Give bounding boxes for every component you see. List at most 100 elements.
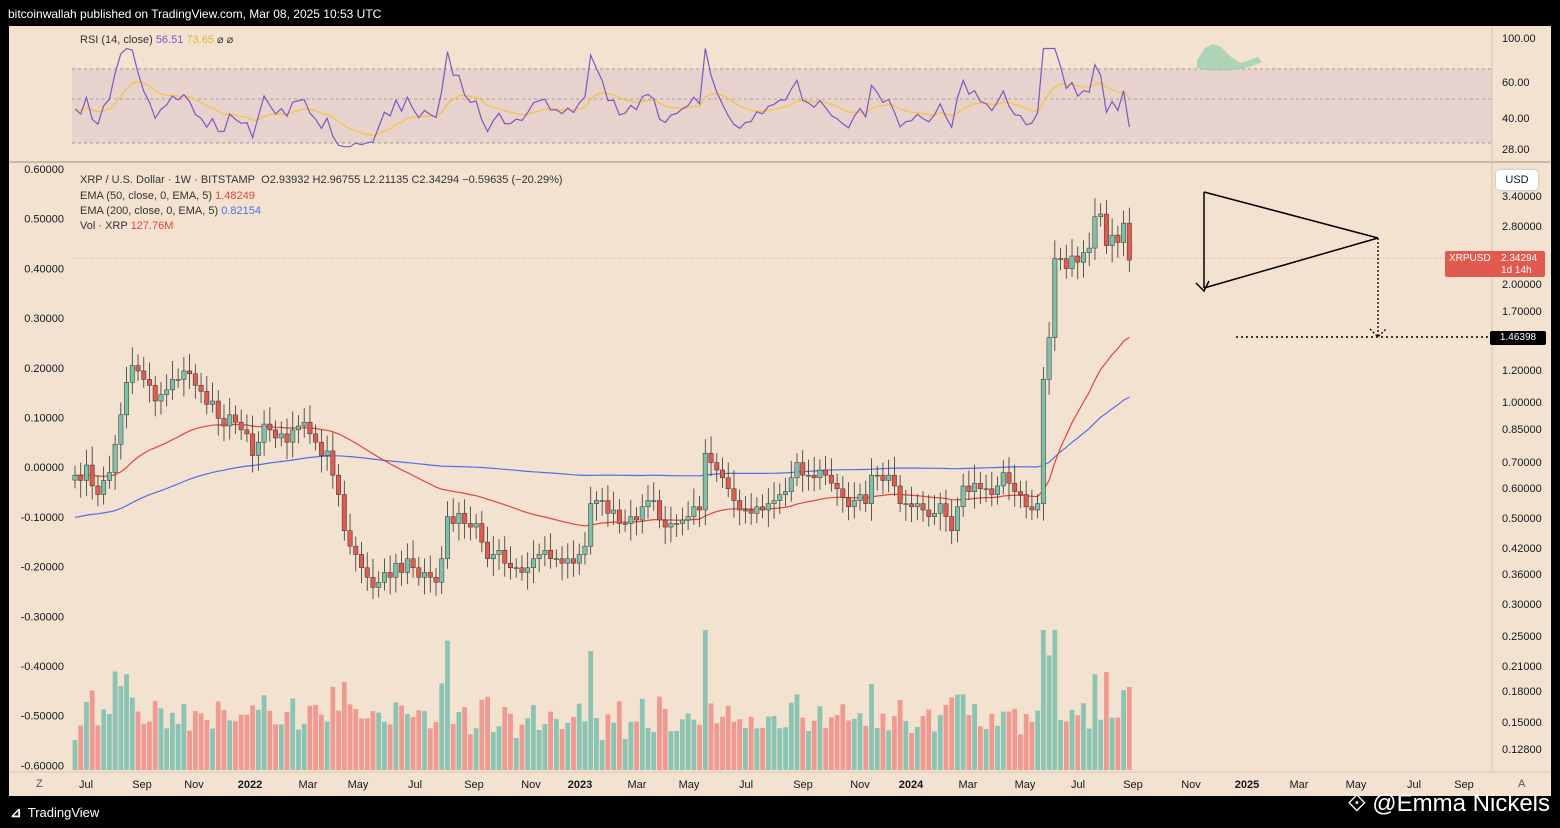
volume-bar [553, 719, 559, 770]
volume-bar [210, 728, 215, 770]
volume-bar [508, 713, 513, 770]
tradingview-logo[interactable]: ⊿ TradingView [10, 804, 99, 821]
candle-body [903, 503, 909, 505]
candle-body [318, 441, 324, 456]
candle [124, 366, 130, 429]
candle-body [817, 469, 823, 479]
chart-frame[interactable] [9, 26, 1551, 796]
candle [238, 409, 244, 440]
rsi-pane [72, 44, 1492, 148]
candle-body [1098, 213, 1104, 217]
symbol-legend[interactable]: XRP / U.S. Dollar · 1W · BITSTAMP O2.939… [80, 174, 563, 186]
candle-body [158, 394, 164, 402]
volume-bar [261, 695, 267, 770]
candle [989, 471, 995, 507]
watermark: ⟐ @Emma Nickels [1347, 790, 1550, 818]
volume-bar [467, 734, 473, 770]
ema200-legend[interactable]: EMA (200, close, 0, EMA, 5) 0.82154 [80, 205, 261, 217]
candle-body [381, 572, 387, 583]
candle-body [588, 503, 594, 547]
rsi-legend[interactable]: RSI (14, close) 56.51 73.65 ⌀ ⌀ [80, 33, 233, 46]
volume-bar [439, 683, 445, 770]
candle [582, 532, 588, 565]
time-axis-tick: May [1015, 779, 1036, 791]
volume-bar [393, 702, 399, 770]
eye-icon[interactable]: ⌀ ⌀ [217, 34, 234, 46]
candle [101, 466, 107, 505]
candle [628, 499, 634, 541]
candle-body [737, 500, 743, 511]
right-axis-tick: 0.21000 [1502, 661, 1542, 673]
currency-button[interactable]: USD [1496, 170, 1538, 190]
candle [932, 494, 937, 525]
candle-body [668, 523, 674, 528]
candle [662, 506, 668, 545]
volume-bar [611, 722, 617, 770]
open-value: O2.93932 [261, 174, 310, 186]
candle [399, 550, 405, 586]
triangle-pattern[interactable] [1195, 191, 1492, 338]
candle-body [1058, 258, 1064, 260]
candle-body [410, 558, 416, 569]
volume-bar [651, 732, 657, 770]
volume-bar [1023, 714, 1029, 770]
candle-body [708, 452, 714, 463]
volume-bar [891, 716, 897, 770]
candle-body [450, 516, 456, 524]
candle-body [599, 500, 605, 502]
volume-bar [657, 696, 662, 770]
volume-legend[interactable]: Vol · XRP 127.76M [80, 220, 173, 232]
candle [1063, 244, 1069, 279]
candle-body [565, 558, 571, 564]
candle-body [1012, 482, 1018, 492]
candle-body [393, 562, 399, 578]
ema50-legend[interactable]: EMA (50, close, 0, EMA, 5) 1.48249 [80, 190, 255, 202]
volume-bar [536, 729, 542, 770]
candle [834, 473, 840, 506]
ema50-value: 1.48249 [215, 190, 255, 202]
candle [1115, 225, 1121, 258]
volume-bar [588, 651, 594, 770]
candle [576, 543, 582, 575]
candle [685, 501, 691, 531]
candle-body [657, 500, 662, 521]
volume-bar [106, 714, 112, 770]
timezone-button[interactable]: Z [36, 778, 43, 790]
candle [616, 499, 622, 534]
volume-bar [255, 709, 261, 770]
volume-bar [788, 702, 794, 770]
candle [891, 456, 897, 496]
volume-bar [639, 698, 645, 770]
candle-body [198, 385, 204, 392]
candle [296, 415, 301, 444]
candle-body [742, 509, 748, 512]
candle [508, 546, 513, 580]
right-axis-tick: 3.40000 [1502, 191, 1542, 203]
candle-body [926, 509, 932, 517]
candle-body [897, 485, 903, 504]
volume-bar [376, 712, 382, 770]
volume-value: 127.76M [130, 220, 174, 232]
volume-bar [731, 721, 737, 770]
volume-bar [1086, 728, 1092, 770]
candle-body [536, 554, 542, 560]
volume-bar [914, 726, 920, 770]
candle [857, 483, 863, 511]
candle [479, 511, 485, 553]
candle [645, 485, 651, 519]
time-axis-tick: Nov [850, 779, 870, 791]
candle [760, 494, 766, 519]
volume-bar [341, 682, 347, 770]
candle [261, 410, 267, 456]
candle [204, 375, 210, 415]
left-axis-tick: -0.60000 [21, 760, 64, 772]
candle [215, 390, 221, 436]
volume-bar [903, 721, 909, 770]
candle-body [261, 423, 267, 443]
candle-body [891, 474, 897, 487]
candle [284, 418, 290, 460]
volume-bar [301, 723, 307, 770]
auto-scale-button[interactable]: A [1518, 778, 1526, 790]
volume-bar [1029, 721, 1035, 770]
